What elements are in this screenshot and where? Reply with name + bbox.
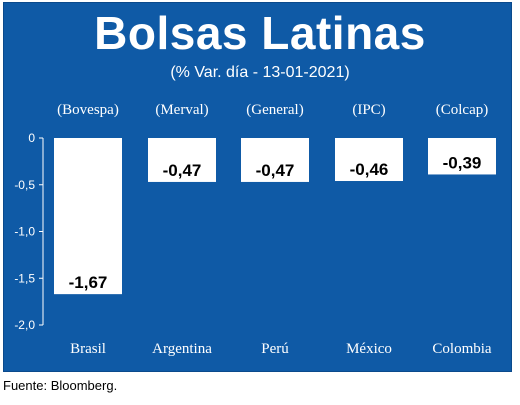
- chart-title: Bolsas Latinas: [94, 7, 426, 59]
- source-note: Fuente: Bloomberg.: [3, 378, 118, 393]
- index-label: (Colcap): [436, 102, 488, 118]
- category-label: México: [346, 341, 392, 357]
- y-tick-label: -0,5: [14, 178, 35, 192]
- bar: [335, 138, 403, 182]
- y-tick-label: 0: [28, 131, 35, 145]
- data-label: -1,67: [69, 273, 108, 292]
- bar: [428, 138, 496, 175]
- data-label: -0,39: [443, 153, 482, 172]
- category-label: Colombia: [432, 341, 492, 357]
- data-label: -0,46: [350, 160, 389, 179]
- index-label: (Bovespa): [57, 102, 119, 118]
- data-label: -0,47: [256, 161, 295, 180]
- category-label: Brasil: [70, 341, 106, 357]
- bar: [241, 138, 309, 182]
- bar: [148, 138, 216, 182]
- category-label: Argentina: [152, 341, 212, 357]
- index-label: (General): [246, 102, 303, 118]
- index-label: (IPC): [352, 102, 385, 118]
- category-label: Perú: [261, 341, 289, 357]
- bar: [54, 138, 122, 295]
- y-tick-label: -1,0: [14, 225, 35, 239]
- data-label: -0,47: [163, 161, 202, 180]
- index-label: (Merval): [155, 102, 208, 118]
- y-tick-label: -1,5: [14, 271, 35, 285]
- chart-subtitle: (% Var. día - 13-01-2021): [170, 64, 350, 81]
- y-tick-label: -2,0: [14, 318, 35, 332]
